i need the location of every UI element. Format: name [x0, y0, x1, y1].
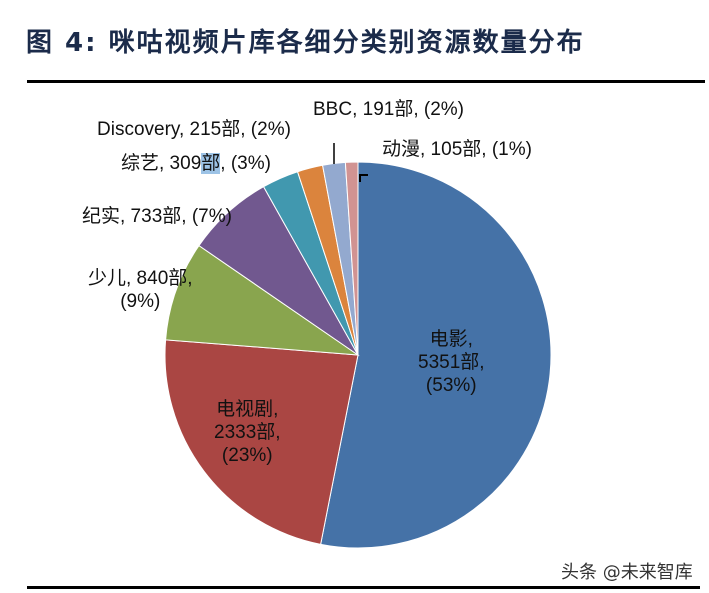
pie-slices — [164, 161, 552, 549]
label-kids: 少儿, 840部, (9%) — [88, 267, 193, 313]
pie-slice-0 — [320, 161, 552, 549]
title-divider — [27, 80, 705, 83]
label-variety-pct: , (3%) — [220, 153, 271, 174]
label-bbc: BBC, 191部, (2%) — [313, 99, 464, 120]
label-tv-pct: (23%) — [221, 445, 273, 466]
label-documentary: 纪实, 733部, (7%) — [82, 206, 232, 227]
pie-slice-1 — [164, 339, 359, 545]
figure-title: 图 4: 咪咕视频片库各细分类别资源数量分布 — [26, 28, 585, 58]
label-variety: 综艺, 309部, (3%) — [121, 152, 271, 175]
label-tv-count: 2333部, — [214, 422, 281, 443]
label-tv: 电视剧, 2333部, (23%) — [214, 398, 281, 467]
label-movie-name: 电影, — [429, 329, 473, 350]
pie-slice-2 — [165, 244, 360, 356]
watermark: 头条 @未来智库 — [561, 562, 693, 583]
label-kids-text: 少儿, 840部, — [88, 268, 193, 289]
label-movie-count: 5351部, — [418, 352, 485, 373]
pie-slice-7 — [344, 161, 359, 356]
bottom-divider — [27, 586, 700, 589]
label-movie-pct: (53%) — [425, 375, 477, 396]
label-kids-pct: (9%) — [120, 291, 161, 312]
label-variety-unit: 部 — [201, 153, 221, 174]
label-tv-name: 电视剧, — [216, 399, 279, 420]
anime-leader-line — [359, 174, 368, 182]
label-discovery: Discovery, 215部, (2%) — [97, 119, 291, 140]
label-variety-text: 综艺, 309 — [121, 153, 202, 174]
label-movie: 电影, 5351部, (53%) — [418, 328, 485, 397]
label-anime: 动漫, 105部, (1%) — [382, 139, 532, 160]
